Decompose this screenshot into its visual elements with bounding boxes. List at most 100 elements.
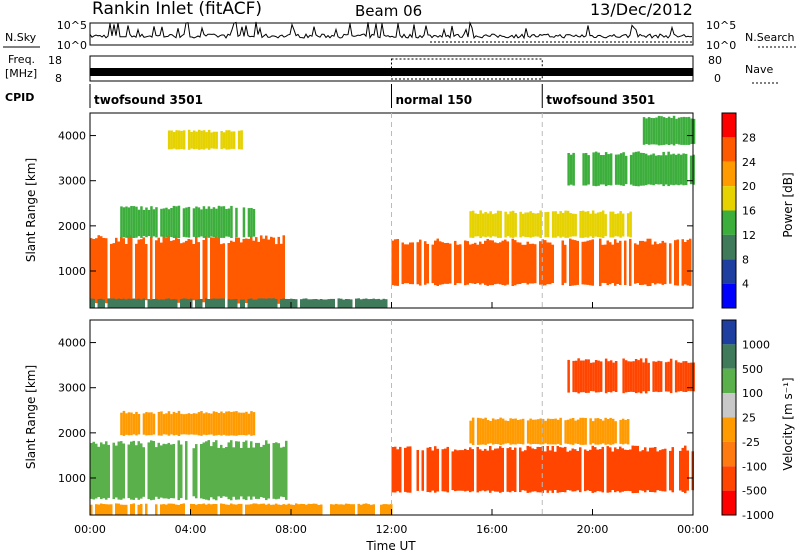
data-stripe (372, 298, 375, 308)
data-stripe (431, 244, 434, 284)
data-stripe (682, 116, 686, 145)
data-stripe (624, 360, 628, 393)
data-stripe (576, 240, 579, 285)
data-stripe (564, 420, 567, 444)
data-stripe (571, 239, 574, 286)
data-stripe (486, 450, 489, 491)
data-stripe (122, 207, 126, 238)
data-stripe (310, 504, 313, 515)
colorbar-swatch-7 (722, 283, 736, 308)
power-ylabel: Slant Range [km] (24, 158, 38, 262)
data-stripe (242, 441, 245, 500)
data-stripe (536, 213, 540, 237)
data-stripe (222, 243, 225, 301)
data-stripe (579, 447, 582, 493)
data-stripe (250, 298, 253, 308)
data-stripe (155, 504, 158, 515)
data-stripe (481, 213, 485, 237)
data-stripe (509, 447, 512, 493)
data-stripe (335, 503, 338, 515)
data-stripe (265, 235, 268, 305)
colorbar-tick-0: 28 (742, 131, 756, 144)
data-stripe (484, 417, 487, 445)
colorbar-tick-2: 20 (742, 180, 756, 193)
data-stripe (157, 442, 160, 499)
data-stripe (345, 503, 348, 515)
data-stripe (165, 207, 168, 238)
data-stripe (217, 413, 221, 435)
data-stripe (679, 154, 683, 185)
data-stripe (197, 207, 201, 238)
data-stripe (561, 447, 564, 492)
data-stripe (170, 240, 173, 302)
data-stripe (170, 130, 173, 150)
data-stripe (247, 298, 250, 308)
data-stripe (372, 504, 375, 515)
data-stripe (464, 448, 467, 492)
data-stripe (612, 362, 615, 392)
data-stripe (365, 298, 368, 308)
data-stripe (659, 155, 663, 185)
data-stripe (260, 298, 263, 308)
data-stripe (112, 442, 115, 500)
data-stripe (170, 444, 173, 499)
data-stripe (617, 154, 620, 185)
data-stripe (320, 504, 323, 515)
data-stripe (651, 244, 654, 284)
data-stripe (579, 360, 583, 393)
data-region-3 (120, 205, 256, 239)
data-stripe (546, 418, 550, 445)
data-stripe (340, 504, 343, 515)
data-stripe (669, 450, 672, 491)
data-stripe (584, 211, 587, 238)
data-stripe (464, 240, 467, 286)
power-colorbar: 28 24 20 16 12 8 4 (721, 112, 756, 309)
data-stripe (225, 130, 228, 150)
data-stripe (157, 237, 160, 304)
data-stripe (489, 446, 492, 493)
data-stripe (240, 299, 243, 308)
data-stripe (561, 212, 565, 237)
data-stripe (165, 504, 168, 515)
data-stripe (367, 504, 370, 515)
data-stripe (564, 210, 567, 238)
data-stripe (677, 153, 680, 186)
data-stripe (157, 299, 160, 308)
data-stripe (195, 236, 198, 305)
data-stripe (180, 243, 183, 301)
data-stripe (584, 449, 587, 492)
data-stripe (474, 242, 477, 284)
data-stripe (122, 238, 125, 304)
data-stripe (657, 115, 661, 146)
data-stripe (215, 208, 218, 237)
colorbar-tick-5: 8 (742, 253, 749, 266)
data-stripe (137, 414, 141, 435)
data-stripe (611, 418, 615, 445)
data-stripe (599, 419, 602, 445)
data-stripe (471, 243, 474, 284)
data-stripe (195, 444, 198, 499)
data-stripe (681, 239, 684, 286)
data-stripe (591, 421, 595, 444)
data-stripe (172, 240, 175, 303)
data-stripe (651, 447, 654, 493)
data-stripe (627, 361, 630, 392)
data-stripe (232, 411, 236, 436)
data-stripe (551, 446, 554, 493)
colorbar-swatch-6 (722, 466, 736, 491)
data-stripe (360, 504, 363, 515)
data-stripe (177, 504, 180, 515)
data-stripe (689, 155, 693, 185)
data-stripe (597, 152, 600, 186)
data-stripe (636, 445, 639, 493)
data-stripe (305, 298, 308, 308)
data-stripe (551, 211, 555, 238)
data-stripe (606, 419, 610, 445)
data-stripe (471, 417, 475, 445)
data-stripe (167, 209, 171, 237)
data-stripe (182, 242, 185, 302)
data-stripe (664, 242, 667, 285)
data-stripe (257, 241, 260, 302)
data-stripe (682, 153, 685, 186)
data-stripe (110, 504, 113, 515)
